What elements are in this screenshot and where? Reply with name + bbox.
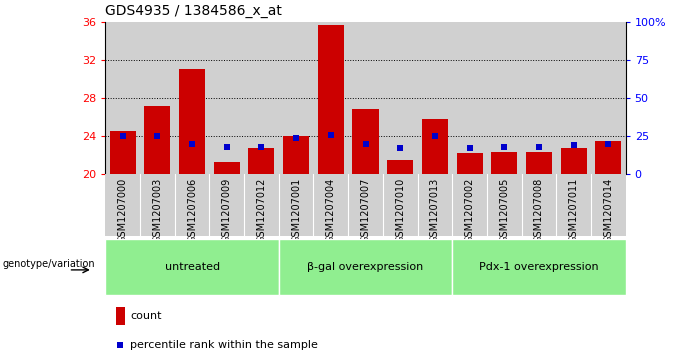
Bar (452, 174, 487, 236)
Text: GSM1207000: GSM1207000 (118, 177, 128, 242)
FancyBboxPatch shape (452, 239, 626, 295)
Text: GSM1207014: GSM1207014 (603, 177, 613, 242)
Bar (352, 110, 379, 174)
Text: genotype/variation: genotype/variation (2, 259, 95, 269)
FancyBboxPatch shape (279, 239, 452, 295)
Bar (175, 174, 209, 236)
Bar (383, 174, 418, 236)
Bar (313, 174, 348, 236)
Bar (418, 174, 452, 236)
Text: GSM1207001: GSM1207001 (291, 177, 301, 242)
Bar (556, 22, 591, 174)
Bar (248, 147, 275, 174)
Bar (591, 174, 626, 236)
Text: GSM1207004: GSM1207004 (326, 177, 336, 242)
Bar (595, 141, 622, 174)
Bar (175, 22, 209, 174)
Text: Pdx-1 overexpression: Pdx-1 overexpression (479, 262, 598, 272)
FancyBboxPatch shape (105, 239, 279, 295)
Bar (313, 22, 348, 174)
Bar (556, 174, 591, 236)
Text: GSM1207010: GSM1207010 (395, 177, 405, 242)
Bar (116, 307, 125, 325)
Bar (491, 152, 517, 174)
Text: GSM1207008: GSM1207008 (534, 177, 544, 242)
Bar (283, 136, 309, 174)
Bar (487, 22, 522, 174)
Bar (487, 174, 522, 236)
Text: β-gal overexpression: β-gal overexpression (307, 262, 424, 272)
Bar (140, 174, 175, 236)
Bar (140, 22, 175, 174)
Text: GSM1207007: GSM1207007 (360, 177, 371, 243)
Text: GSM1207005: GSM1207005 (499, 177, 509, 243)
Bar (109, 131, 136, 174)
Text: GSM1207012: GSM1207012 (256, 177, 267, 243)
Bar (105, 174, 140, 236)
Bar (591, 22, 626, 174)
Bar (348, 22, 383, 174)
Bar (526, 152, 552, 174)
Bar (522, 174, 556, 236)
Bar (209, 22, 244, 174)
Bar (244, 174, 279, 236)
Bar (452, 22, 487, 174)
Bar (348, 174, 383, 236)
Bar (279, 174, 313, 236)
Bar (244, 22, 279, 174)
Text: untreated: untreated (165, 262, 220, 272)
Text: GSM1207006: GSM1207006 (187, 177, 197, 242)
Bar (560, 147, 587, 174)
Text: GSM1207013: GSM1207013 (430, 177, 440, 242)
Text: percentile rank within the sample: percentile rank within the sample (131, 340, 318, 350)
Text: GDS4935 / 1384586_x_at: GDS4935 / 1384586_x_at (105, 4, 282, 18)
Text: GSM1207003: GSM1207003 (152, 177, 163, 242)
Text: GSM1207011: GSM1207011 (568, 177, 579, 242)
Bar (105, 22, 140, 174)
Bar (179, 69, 205, 174)
Bar (418, 22, 452, 174)
Bar (144, 106, 171, 174)
Bar (522, 22, 556, 174)
Bar (387, 160, 413, 174)
Bar (383, 22, 418, 174)
Bar (456, 153, 483, 174)
Bar (279, 22, 313, 174)
Text: count: count (131, 311, 162, 321)
Bar (422, 119, 448, 174)
Text: GSM1207009: GSM1207009 (222, 177, 232, 242)
Bar (318, 25, 344, 174)
Text: GSM1207002: GSM1207002 (464, 177, 475, 243)
Bar (214, 162, 240, 174)
Bar (209, 174, 244, 236)
